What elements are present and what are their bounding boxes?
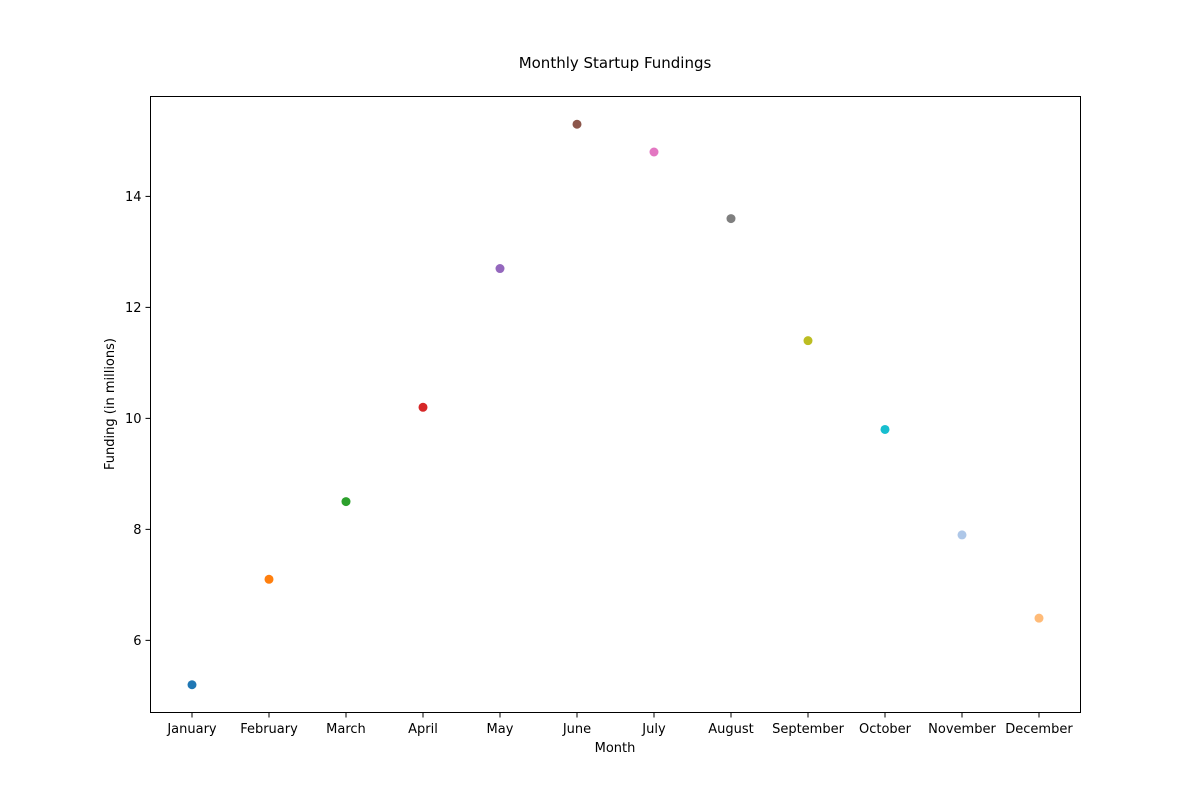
x-tick-label: November — [928, 722, 996, 737]
data-point — [495, 264, 505, 274]
y-axis-label: Funding (in millions) — [103, 338, 118, 470]
x-tick-label: February — [240, 722, 298, 737]
data-point — [803, 336, 813, 346]
data-point — [957, 530, 967, 540]
x-axis: January February March April May June July Augu… — [166, 712, 1073, 737]
x-tick-label: May — [487, 722, 514, 737]
y-axis: 6 8 10 12 14 — [125, 190, 151, 649]
data-point — [1034, 613, 1044, 623]
data-point — [187, 680, 197, 690]
x-tick-label: June — [562, 722, 591, 737]
data-points — [187, 119, 1044, 690]
x-tick-label: April — [408, 722, 438, 737]
data-point — [341, 497, 351, 507]
x-tick-label: July — [641, 722, 666, 737]
x-tick-label: October — [859, 722, 912, 737]
data-point — [726, 214, 736, 224]
y-tick-label: 14 — [125, 190, 142, 205]
x-tick-label: January — [166, 722, 217, 737]
data-point — [418, 402, 428, 412]
x-tick-label: August — [708, 722, 754, 737]
chart-title: Monthly Startup Fundings — [519, 54, 712, 72]
x-axis-label: Month — [595, 741, 636, 756]
y-tick-label: 10 — [125, 412, 142, 427]
x-tick-label: September — [772, 722, 845, 737]
data-point — [649, 147, 659, 157]
data-point — [264, 574, 274, 584]
x-tick-label: December — [1005, 722, 1073, 737]
y-tick-label: 12 — [125, 301, 142, 316]
y-tick-label: 8 — [133, 523, 141, 538]
y-tick-label: 6 — [133, 634, 141, 649]
data-point — [880, 424, 890, 434]
data-point — [572, 119, 582, 129]
plot-frame — [150, 96, 1081, 713]
x-tick-label: March — [326, 722, 366, 737]
